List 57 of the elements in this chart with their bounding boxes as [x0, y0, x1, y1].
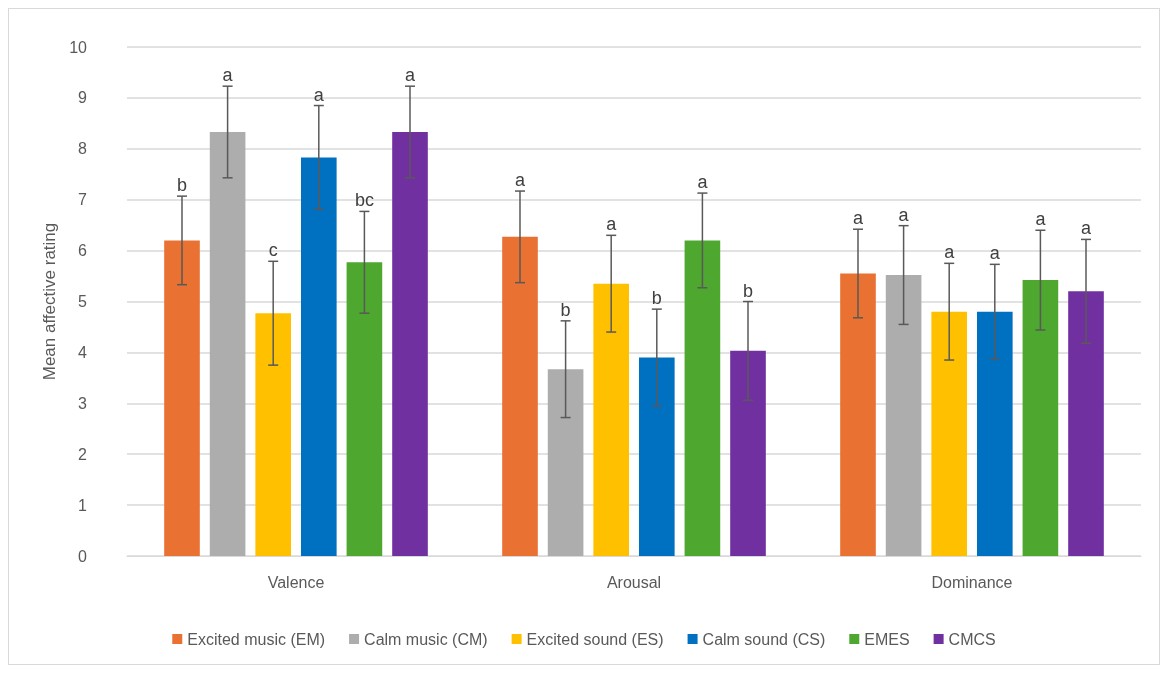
data-label: b — [743, 280, 754, 301]
bar — [885, 275, 922, 556]
y-tick-label: 0 — [78, 547, 88, 565]
y-tick-label: 9 — [78, 89, 88, 107]
y-axis-title: Mean affective rating — [40, 222, 60, 381]
legend-label: CMCS — [948, 630, 996, 648]
x-tick-label: Arousal — [606, 573, 662, 591]
bar — [976, 311, 1013, 556]
bar — [638, 357, 675, 556]
legend-label: Excited music (EM) — [187, 630, 326, 648]
bar — [346, 262, 383, 556]
bar — [502, 236, 538, 556]
bar — [300, 157, 337, 556]
y-tick-label: 5 — [78, 293, 88, 310]
data-label: c — [268, 240, 278, 261]
data-label: a — [405, 65, 416, 86]
y-tick-label: 2 — [78, 445, 88, 463]
data-label: a — [514, 170, 526, 191]
y-tick-label: 3 — [78, 394, 88, 412]
bar — [1022, 280, 1059, 556]
y-tick-label: 6 — [78, 242, 88, 260]
data-label: a — [898, 204, 910, 225]
data-label: a — [944, 242, 956, 263]
legend-label: Excited sound (ES) — [526, 630, 664, 648]
bar — [730, 350, 766, 556]
data-label: a — [1081, 218, 1092, 239]
data-label: a — [852, 208, 864, 229]
y-tick-label: 4 — [78, 343, 88, 361]
y-tick-label: 7 — [78, 191, 88, 209]
bar — [593, 283, 630, 556]
bar — [684, 240, 721, 556]
x-tick-label: Dominance — [931, 573, 1013, 591]
data-label: a — [606, 214, 618, 235]
legend-label: Calm sound (CS) — [702, 630, 826, 648]
bar — [931, 311, 968, 556]
bar — [840, 273, 876, 556]
bar — [209, 132, 246, 556]
bar — [547, 369, 584, 556]
data-label: a — [1035, 209, 1047, 230]
bar — [164, 240, 200, 556]
data-label: b — [651, 288, 662, 309]
bar — [392, 132, 428, 556]
data-label: a — [222, 65, 234, 86]
bar — [255, 313, 292, 556]
legend-label: EMES — [864, 630, 910, 648]
y-tick-label: 1 — [78, 496, 88, 514]
legend-label: Calm music (CM) — [364, 630, 488, 648]
data-label: b — [176, 175, 187, 196]
data-label: bc — [354, 190, 374, 211]
data-label: a — [989, 243, 1001, 264]
bar — [1068, 291, 1104, 556]
x-tick-label: Valence — [267, 573, 325, 591]
data-label: b — [560, 299, 571, 320]
y-tick-label: 10 — [69, 38, 88, 56]
data-label: a — [697, 172, 709, 193]
y-tick-label: 8 — [78, 140, 88, 158]
data-label: a — [313, 84, 325, 105]
